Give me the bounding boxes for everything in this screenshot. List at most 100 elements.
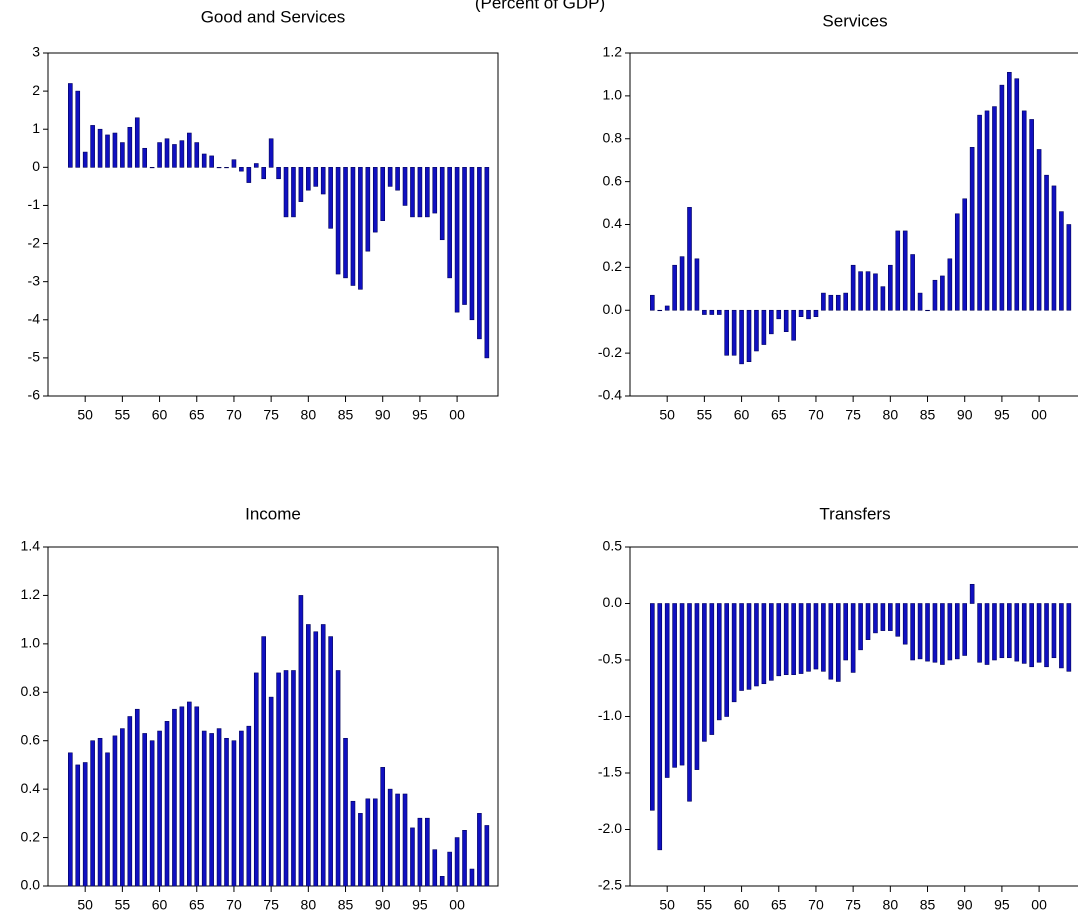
page-title: (Percent of GDP) [475, 0, 605, 12]
x-tick-label: 75 [263, 897, 279, 913]
y-tick-label: -4 [28, 310, 41, 326]
bar [724, 603, 729, 717]
bar [835, 603, 841, 682]
bar [90, 740, 95, 887]
bar [791, 603, 796, 675]
bar [120, 728, 125, 887]
bar [328, 167, 333, 229]
bar [469, 868, 475, 887]
bar [650, 294, 655, 311]
bar [1044, 603, 1049, 668]
bar [895, 603, 901, 637]
x-tick-label: 95 [994, 407, 1010, 423]
bar [746, 603, 752, 690]
y-tick-label: -6 [28, 387, 41, 403]
bar [1051, 185, 1057, 311]
x-tick-label: 60 [152, 407, 168, 423]
bar [105, 752, 110, 887]
bar [484, 167, 490, 359]
bar [977, 114, 982, 311]
x-tick-label: 70 [808, 407, 824, 423]
bar [672, 603, 677, 768]
bar [402, 793, 408, 887]
bar [187, 701, 192, 887]
bar [484, 825, 490, 887]
x-tick-label: 00 [1031, 407, 1047, 423]
bar [112, 132, 118, 168]
bar [425, 167, 430, 218]
bar [1066, 603, 1072, 672]
bar [709, 603, 715, 735]
bar [679, 603, 685, 766]
x-tick-label: 65 [189, 897, 205, 913]
bar [75, 764, 81, 887]
y-tick-label: 3 [32, 44, 40, 60]
bar [940, 275, 945, 311]
bar [873, 273, 878, 311]
bar [454, 167, 460, 313]
y-tick-label: -0.5 [598, 651, 622, 667]
x-tick-label: 50 [77, 407, 93, 423]
bar [969, 147, 975, 311]
bar [313, 631, 319, 887]
bar [1014, 78, 1020, 311]
x-tick-label: 75 [845, 897, 861, 913]
y-tick-label: 0.2 [603, 258, 623, 274]
bar [358, 167, 363, 290]
bar [731, 603, 737, 703]
bar [127, 716, 133, 887]
bar [687, 603, 692, 802]
bar [650, 603, 655, 811]
x-tick-label: 55 [115, 407, 131, 423]
bar [410, 827, 415, 887]
bar [179, 706, 185, 887]
bar [395, 167, 400, 191]
bar [947, 258, 953, 311]
bar [261, 167, 267, 180]
bar [454, 837, 460, 887]
x-tick-label: 95 [412, 407, 428, 423]
y-tick-label: 0.8 [21, 683, 41, 699]
bar [142, 733, 147, 887]
bar [880, 603, 886, 631]
bar [172, 144, 177, 168]
bar [880, 286, 886, 311]
bar [187, 132, 192, 168]
bar [902, 603, 908, 645]
y-tick-label: 1 [32, 120, 40, 136]
bar [910, 603, 915, 661]
bar [395, 793, 400, 887]
bar [134, 117, 140, 168]
bar [783, 603, 789, 675]
bar [120, 142, 125, 168]
bar [962, 198, 968, 311]
bar [835, 294, 841, 311]
bar [932, 279, 938, 311]
y-tick-label: -2.0 [598, 820, 622, 836]
bar [843, 292, 849, 311]
bar [739, 603, 744, 691]
bar [261, 636, 267, 887]
y-tick-label: -2.5 [598, 877, 622, 893]
bar [776, 309, 782, 320]
bar [761, 603, 767, 685]
bar [850, 264, 856, 311]
x-tick-label: 55 [697, 407, 713, 423]
panel-title: Services [822, 11, 887, 30]
bar [231, 740, 237, 887]
bar [335, 670, 341, 887]
bar [761, 309, 767, 345]
y-tick-label: 2 [32, 82, 40, 98]
bar [253, 672, 259, 887]
bar [657, 603, 663, 851]
bar [358, 813, 363, 887]
y-tick-label: 1.2 [21, 586, 41, 602]
bar [932, 603, 938, 663]
x-tick-label: 60 [734, 407, 750, 423]
bar [850, 603, 856, 673]
bar [813, 603, 819, 670]
bar [372, 167, 378, 233]
bar [283, 670, 289, 887]
x-tick-label: 85 [920, 407, 936, 423]
